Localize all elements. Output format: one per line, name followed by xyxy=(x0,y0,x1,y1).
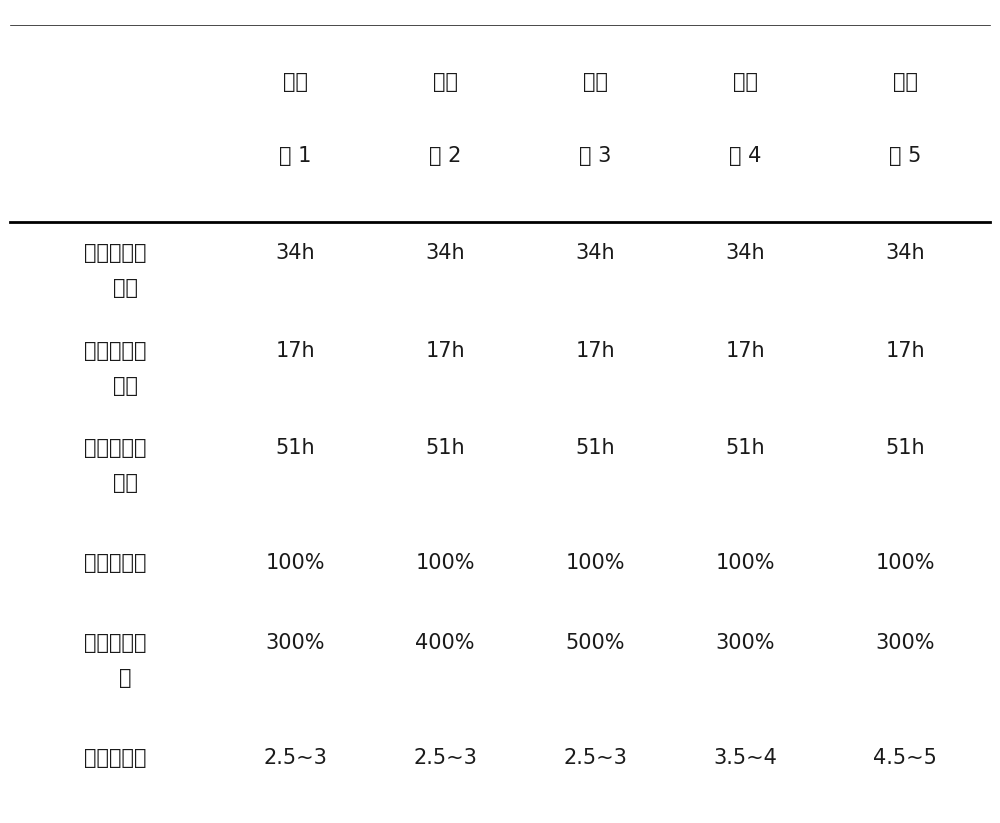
Text: 34h: 34h xyxy=(725,244,765,263)
Text: 实施: 实施 xyxy=(582,72,608,92)
Text: 例 3: 例 3 xyxy=(579,146,611,166)
Text: 2.5~3: 2.5~3 xyxy=(413,748,477,768)
Text: 硝化液回流: 硝化液回流 xyxy=(84,633,146,653)
Text: 实施: 实施 xyxy=(432,72,458,92)
Text: 34h: 34h xyxy=(885,244,925,263)
Text: 缺氧池停留: 缺氧池停留 xyxy=(84,341,146,360)
Text: 时间: 时间 xyxy=(112,376,138,396)
Text: 34h: 34h xyxy=(275,244,315,263)
Text: 好氧池停留: 好氧池停留 xyxy=(84,438,146,458)
Text: 51h: 51h xyxy=(425,438,465,458)
Text: 实施: 实施 xyxy=(283,72,308,92)
Text: 4.5~5: 4.5~5 xyxy=(873,748,937,768)
Text: 例 4: 例 4 xyxy=(729,146,761,166)
Text: 17h: 17h xyxy=(425,341,465,360)
Text: 100%: 100% xyxy=(875,553,935,573)
Text: 17h: 17h xyxy=(275,341,315,360)
Text: 500%: 500% xyxy=(565,633,625,653)
Text: 2.5~3: 2.5~3 xyxy=(263,748,327,768)
Text: 34h: 34h xyxy=(425,244,465,263)
Text: 100%: 100% xyxy=(415,553,475,573)
Text: 300%: 300% xyxy=(875,633,935,653)
Text: 51h: 51h xyxy=(275,438,315,458)
Text: 300%: 300% xyxy=(265,633,325,653)
Text: 实施: 实施 xyxy=(732,72,758,92)
Text: 好氧池曝气: 好氧池曝气 xyxy=(84,748,146,768)
Text: 例 1: 例 1 xyxy=(279,146,311,166)
Text: 例 5: 例 5 xyxy=(889,146,921,166)
Text: 17h: 17h xyxy=(885,341,925,360)
Text: 51h: 51h xyxy=(885,438,925,458)
Text: 时间: 时间 xyxy=(112,278,138,299)
Text: 实施: 实施 xyxy=(893,72,918,92)
Text: 厌氧池停留: 厌氧池停留 xyxy=(84,244,146,263)
Text: 时间: 时间 xyxy=(112,473,138,493)
Text: 34h: 34h xyxy=(575,244,615,263)
Text: 3.5~4: 3.5~4 xyxy=(713,748,777,768)
Text: 2.5~3: 2.5~3 xyxy=(563,748,627,768)
Text: 400%: 400% xyxy=(415,633,475,653)
Text: 17h: 17h xyxy=(575,341,615,360)
Text: 比: 比 xyxy=(119,668,131,688)
Text: 100%: 100% xyxy=(715,553,775,573)
Text: 51h: 51h xyxy=(575,438,615,458)
Text: 17h: 17h xyxy=(725,341,765,360)
Text: 例 2: 例 2 xyxy=(429,146,461,166)
Text: 300%: 300% xyxy=(715,633,775,653)
Text: 51h: 51h xyxy=(725,438,765,458)
Text: 100%: 100% xyxy=(565,553,625,573)
Text: 100%: 100% xyxy=(265,553,325,573)
Text: 污泥回流比: 污泥回流比 xyxy=(84,553,146,573)
